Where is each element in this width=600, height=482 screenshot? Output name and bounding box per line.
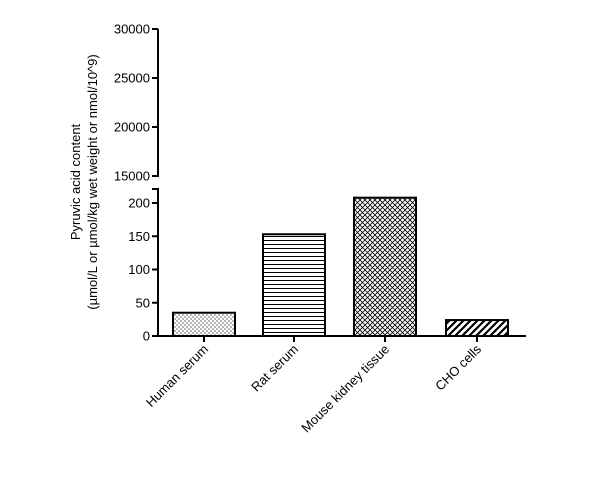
bar: [262, 233, 326, 338]
y-tick-label: 0: [143, 329, 150, 344]
x-tick-label: Mouse kidney tissue: [298, 342, 392, 436]
y-tick-label: 30000: [114, 22, 150, 37]
y-tick-label: 25000: [114, 71, 150, 86]
y-tick-label: 100: [128, 262, 150, 277]
x-tick-label: CHO cells: [432, 341, 484, 393]
y-axis-title: Pyruvic acid content (µmol/L or µmol/kg w…: [68, 54, 100, 309]
y-tick-label: 50: [136, 295, 150, 310]
bar: [353, 196, 417, 337]
y-axis: 15000 20000 25000 30000 0 50 100 150 200: [114, 22, 159, 344]
y-tick-label: 20000: [114, 120, 150, 135]
bars: [172, 196, 509, 338]
y-axis-title-line2: (µmol/L or µmol/kg wet weight or nmol/10…: [85, 54, 100, 309]
x-tick-label: Rat serum: [248, 342, 301, 395]
y-axis-title-line1: Pyruvic acid content: [68, 123, 83, 240]
y-tick-label: 15000: [114, 169, 150, 184]
bar: [445, 319, 509, 338]
x-tick-label: Human serum: [143, 342, 211, 410]
y-tick-label: 150: [128, 229, 150, 244]
bar: [172, 311, 236, 338]
y-tick-label: 200: [128, 196, 150, 211]
